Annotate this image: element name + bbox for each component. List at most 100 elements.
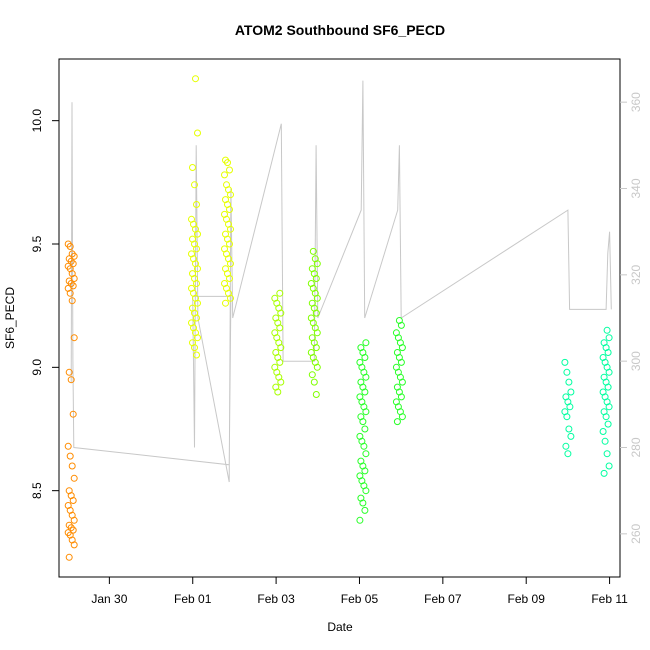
x-tick-label: Feb 11 [591, 592, 628, 606]
data-point [361, 467, 369, 475]
data-point [66, 243, 74, 250]
data-point [362, 339, 370, 347]
data-point [276, 358, 284, 366]
y2-tick-label: 260 [629, 524, 643, 544]
data-point [310, 378, 318, 386]
data-point [276, 324, 284, 332]
data-point [313, 260, 321, 268]
data-point [312, 344, 320, 352]
data-point [191, 344, 198, 352]
data-point [224, 159, 231, 167]
data-point [601, 437, 609, 445]
data-point [313, 294, 321, 302]
data-point [567, 388, 575, 396]
data-point [393, 418, 401, 426]
x-tick-label: Feb 07 [424, 592, 462, 606]
data-point [227, 225, 234, 233]
y-tick-label: 10.0 [30, 109, 44, 133]
data-point [565, 425, 573, 433]
data-point [362, 450, 370, 458]
data-point [398, 413, 406, 421]
data-point [67, 376, 75, 384]
data-point [312, 275, 320, 282]
data-point [70, 474, 78, 482]
data-point [312, 391, 320, 398]
data-point [194, 299, 201, 307]
data-point [65, 368, 73, 376]
data-point [362, 373, 370, 381]
data-point [563, 413, 571, 421]
data-point [277, 378, 285, 386]
data-point [602, 413, 610, 421]
x-tick-label: Jan 30 [91, 592, 127, 606]
y-tick-label: 8.5 [30, 482, 44, 499]
data-point [226, 240, 233, 248]
data-point [565, 378, 573, 386]
data-point [398, 344, 406, 352]
data-point [277, 344, 285, 352]
x-tick-label: Feb 05 [341, 592, 379, 606]
data-point [226, 206, 233, 213]
y2-axis: 260 280 300 320 340 360 [620, 92, 643, 544]
data-point [362, 487, 370, 495]
data-point [360, 442, 368, 450]
data-point [605, 334, 613, 342]
series-points [64, 75, 613, 561]
data-point [70, 541, 78, 549]
data-point [600, 469, 608, 477]
plot-frame [58, 58, 621, 578]
data-point [193, 314, 200, 322]
data-point [194, 129, 201, 137]
data-point [192, 75, 199, 83]
data-point [362, 408, 370, 416]
data-point [603, 326, 611, 334]
data-point [64, 442, 72, 450]
data-point [68, 462, 76, 470]
data-point [277, 309, 285, 317]
data-point [309, 247, 317, 255]
x-axis-label: Date [327, 620, 353, 634]
data-point [68, 297, 76, 305]
data-point [605, 462, 613, 470]
data-point [313, 329, 321, 337]
y2-tick-label: 320 [629, 265, 643, 285]
y-axis-label: SF6_PECD [3, 287, 17, 349]
data-point [603, 450, 611, 458]
data-point [567, 432, 575, 440]
data-point [70, 334, 78, 342]
data-point [274, 388, 282, 396]
data-point [397, 358, 405, 366]
x-tick-label: Feb 01 [174, 592, 212, 606]
data-point [194, 334, 201, 342]
data-point [359, 499, 367, 507]
data-point [193, 280, 200, 287]
data-point [66, 452, 74, 460]
data-point [561, 358, 569, 366]
data-point [566, 403, 574, 411]
data-point [564, 450, 572, 458]
data-point [227, 191, 234, 199]
x-tick-label: Feb 03 [257, 592, 295, 606]
data-point [604, 349, 612, 356]
y-tick-label: 9.0 [30, 359, 44, 376]
data-point [313, 363, 321, 371]
data-point [227, 260, 234, 268]
data-point [562, 442, 570, 450]
data-point [227, 294, 234, 302]
data-point [397, 321, 405, 329]
data-point [308, 371, 316, 379]
data-point [65, 553, 73, 561]
y2-tick-label: 280 [629, 437, 643, 457]
data-point [189, 164, 196, 171]
data-point [191, 181, 198, 189]
data-point [604, 420, 612, 428]
secondary-line [70, 80, 612, 483]
y2-tick-label: 360 [629, 92, 643, 112]
data-point [226, 166, 233, 174]
y2-tick-label: 340 [629, 178, 643, 198]
y-tick-label: 9.5 [30, 235, 44, 252]
data-point [276, 289, 284, 297]
data-point [398, 378, 406, 386]
data-point [356, 516, 364, 524]
